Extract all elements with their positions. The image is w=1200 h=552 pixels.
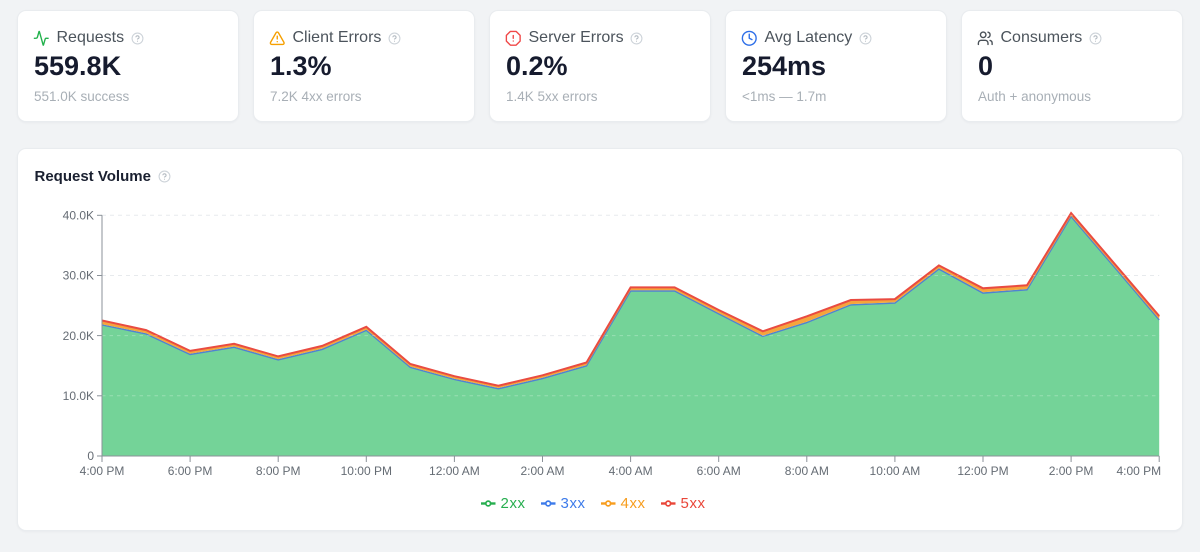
svg-text:20.0K: 20.0K [63, 329, 94, 343]
svg-text:8:00 PM: 8:00 PM [256, 464, 301, 478]
svg-text:4:00 AM: 4:00 AM [609, 464, 653, 478]
svg-text:2:00 PM: 2:00 PM [1049, 464, 1094, 478]
svg-text:3xx: 3xx [561, 495, 586, 512]
svg-text:0: 0 [87, 449, 94, 463]
svg-text:2:00 AM: 2:00 AM [520, 464, 564, 478]
svg-text:6:00 AM: 6:00 AM [697, 464, 741, 478]
svg-text:4:00 PM: 4:00 PM [1116, 464, 1161, 478]
svg-text:4xx: 4xx [621, 495, 646, 512]
svg-text:5xx: 5xx [681, 495, 706, 512]
svg-text:10:00 PM: 10:00 PM [341, 464, 392, 478]
svg-text:30.0K: 30.0K [63, 269, 94, 283]
svg-text:4:00 PM: 4:00 PM [80, 464, 125, 478]
svg-text:8:00 AM: 8:00 AM [785, 464, 829, 478]
svg-text:10:00 AM: 10:00 AM [870, 464, 921, 478]
svg-text:12:00 PM: 12:00 PM [957, 464, 1008, 478]
svg-text:40.0K: 40.0K [63, 209, 94, 223]
svg-text:2xx: 2xx [501, 495, 526, 512]
svg-text:12:00 AM: 12:00 AM [429, 464, 480, 478]
svg-text:6:00 PM: 6:00 PM [168, 464, 213, 478]
svg-text:10.0K: 10.0K [63, 389, 94, 403]
